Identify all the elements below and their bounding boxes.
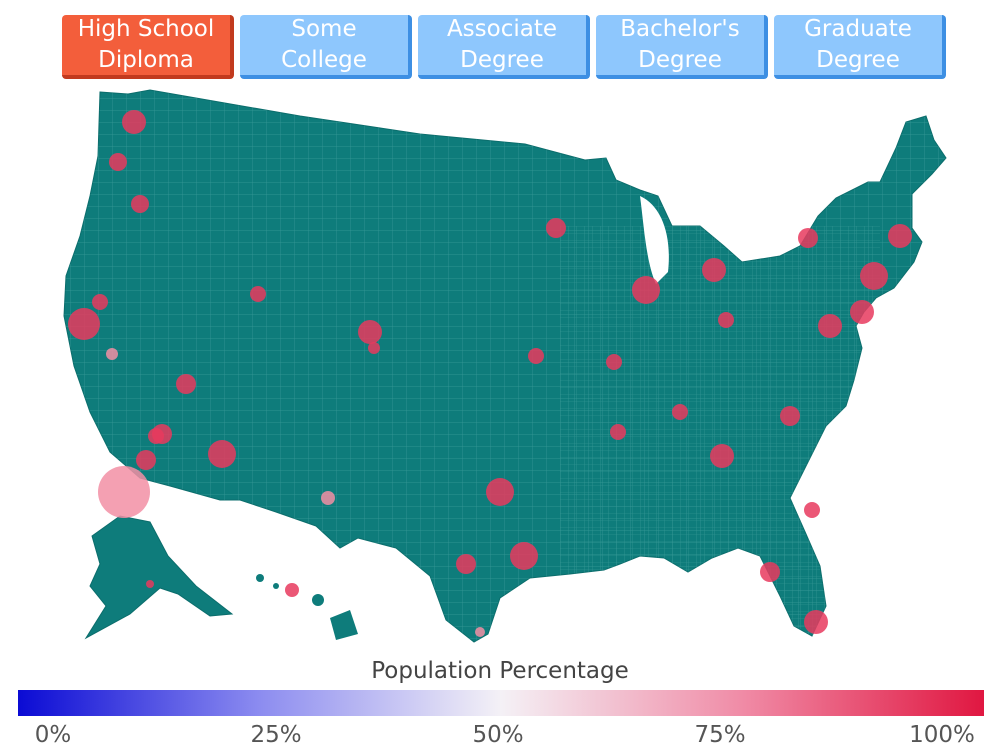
tab-associate-degree[interactable]: Associate Degree: [418, 15, 590, 79]
tick-0: 0%: [34, 722, 72, 748]
map-svg: [63, 89, 947, 643]
hawaii: [256, 574, 358, 640]
tab-graduate-degree[interactable]: Graduate Degree: [774, 15, 946, 79]
tick-75: 75%: [694, 722, 746, 748]
lake-superior: [620, 152, 712, 192]
tick-25: 25%: [250, 722, 302, 748]
legend-title: Population Percentage: [371, 658, 629, 684]
tab-bachelors-degree[interactable]: Bachelor's Degree: [596, 15, 768, 79]
tick-50: 50%: [472, 722, 524, 748]
tab-high-school-diploma[interactable]: High School Diploma: [62, 15, 234, 79]
us-county-map[interactable]: [0, 86, 1000, 654]
county-bubbles: [68, 110, 912, 637]
lake-michigan: [640, 196, 669, 284]
education-level-tabs: High School Diploma Some College Associa…: [62, 15, 946, 83]
tab-some-college[interactable]: Some College: [240, 15, 412, 79]
color-scale-bar: [18, 690, 984, 716]
alaska: [84, 515, 234, 640]
tick-100: 100%: [909, 722, 975, 748]
